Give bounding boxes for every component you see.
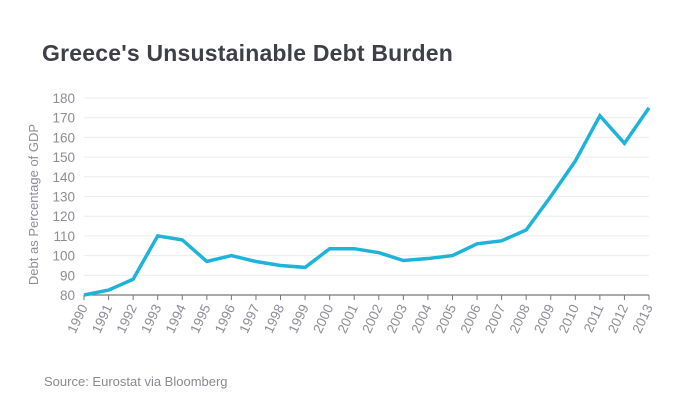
x-tick-label: 2011 xyxy=(581,302,607,335)
x-tick-label: 2013 xyxy=(629,302,655,336)
x-tick-label: 1998 xyxy=(261,302,287,336)
x-tick-label: 2010 xyxy=(556,302,582,336)
source-note: Source: Eurostat via Bloomberg xyxy=(44,374,228,389)
y-tick-label: 80 xyxy=(60,288,75,303)
x-tick-label: 2008 xyxy=(507,302,533,336)
x-tick-label: 2007 xyxy=(482,302,508,336)
y-tick-label: 150 xyxy=(52,150,75,165)
chart-title: Greece's Unsustainable Debt Burden xyxy=(42,40,454,66)
y-tick-label: 120 xyxy=(52,209,75,224)
x-tick-label: 1999 xyxy=(286,302,312,336)
x-tick-label: 1990 xyxy=(64,302,90,336)
x-tick-label: 1992 xyxy=(114,302,140,336)
x-tick-label: 2002 xyxy=(359,302,385,336)
x-tick-label: 2000 xyxy=(310,302,336,336)
x-tick-label: 1991 xyxy=(89,302,115,336)
x-tick-label: 2012 xyxy=(605,302,631,336)
x-tick-label: 2006 xyxy=(457,302,483,336)
x-tick-label: 2009 xyxy=(531,302,557,336)
x-tick-label: 1993 xyxy=(138,302,164,336)
y-tick-label: 100 xyxy=(52,249,75,264)
y-tick-label: 110 xyxy=(53,229,75,244)
y-tick-label: 160 xyxy=(52,130,75,145)
x-tick-label: 1994 xyxy=(163,301,189,335)
x-tick-label: 2003 xyxy=(384,302,410,336)
x-tick-label: 1997 xyxy=(236,302,262,336)
y-axis-label: Debt as Percentage of GDP xyxy=(26,124,41,285)
x-tick-label: 2005 xyxy=(433,302,459,336)
y-tick-label: 170 xyxy=(52,111,75,126)
x-tick-label: 2001 xyxy=(335,302,361,336)
series-line xyxy=(83,106,651,297)
y-tick-label: 140 xyxy=(52,170,75,185)
x-tick-label: 1995 xyxy=(187,302,213,336)
x-tick-label: 2004 xyxy=(408,301,434,335)
y-tick-label: 130 xyxy=(52,190,75,205)
x-tick-label: 1996 xyxy=(212,302,238,336)
y-tick-label: 180 xyxy=(52,91,75,106)
y-tick-label: 90 xyxy=(60,268,75,283)
